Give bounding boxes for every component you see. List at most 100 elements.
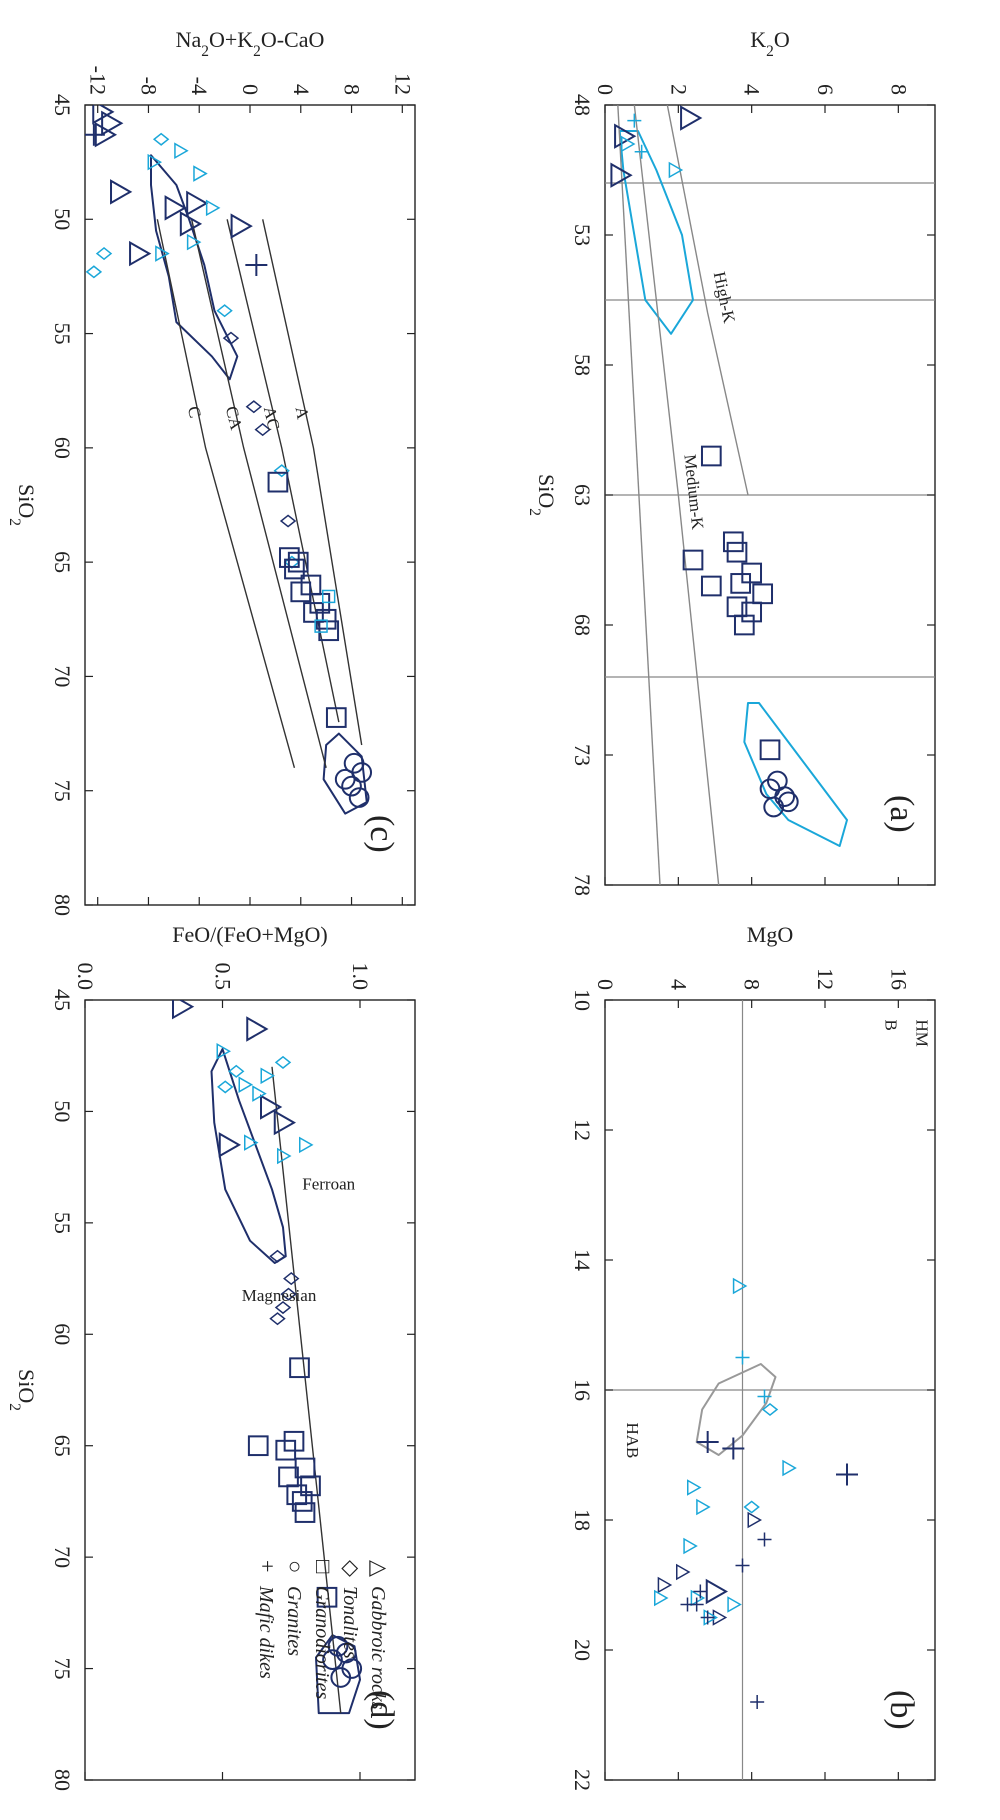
data-point: [750, 1695, 765, 1709]
data-point: [273, 464, 290, 478]
data-point: [325, 707, 347, 728]
data-point: [193, 165, 208, 182]
y-axis-label: MgO: [747, 922, 793, 947]
data-point: [246, 1016, 269, 1042]
legend-symbol: □: [311, 1560, 336, 1573]
data-point: [299, 1136, 314, 1154]
x-tick-label: 63: [570, 484, 595, 506]
data-point: [216, 304, 233, 318]
data-point: [732, 1277, 748, 1295]
x-tick-label: 20: [570, 1639, 595, 1661]
y-tick-label: 8: [340, 84, 365, 95]
data-point: [275, 1439, 297, 1461]
data-point: [152, 132, 170, 146]
x-tick-label: 55: [50, 323, 75, 345]
legend-label: Mafic dikes: [255, 1585, 277, 1679]
data-point: [743, 1500, 760, 1514]
data-point: [274, 1055, 292, 1069]
boundary-line: [666, 105, 749, 496]
data-point: [610, 162, 633, 188]
legend-label: Granites: [283, 1586, 305, 1656]
x-tick-label: 60: [50, 437, 75, 459]
data-point: [735, 1350, 750, 1365]
data-point: [733, 614, 755, 636]
data-point: [155, 245, 170, 262]
x-tick-label: 45: [50, 94, 75, 116]
data-point: [700, 1610, 715, 1625]
data-point: [314, 619, 328, 633]
data-point: [687, 1479, 702, 1496]
data-point: [85, 123, 105, 146]
legend-label: Granodiorites: [311, 1586, 333, 1700]
data-point: [690, 1589, 706, 1607]
x-tick-label: 16: [570, 1379, 595, 1401]
data-point: [348, 787, 370, 808]
data-point: [164, 195, 187, 221]
data-point: [279, 514, 297, 528]
data-point: [85, 265, 103, 279]
legend-symbol: +: [255, 1560, 280, 1572]
boundary-line: [633, 105, 720, 885]
panel-label: (d): [363, 1690, 400, 1730]
y-tick-label: 0: [593, 979, 618, 990]
data-point: [747, 1511, 763, 1529]
data-point: [735, 1558, 750, 1573]
compositional-field: [150, 154, 239, 381]
data-point: [274, 1300, 292, 1315]
data-point: [260, 1094, 283, 1120]
data-point: [614, 123, 637, 149]
data-point: [216, 1042, 232, 1060]
data-point: [693, 1584, 708, 1599]
y-tick-label: 1.0: [348, 963, 373, 991]
data-point: [186, 190, 209, 217]
data-point: [172, 1000, 195, 1020]
compositional-field: [743, 702, 848, 847]
y-tick-label: 16: [886, 968, 911, 990]
y-tick-label: 12: [390, 73, 415, 95]
x-tick-label: 75: [50, 1658, 75, 1680]
field-label: HAB: [623, 1423, 642, 1459]
y-tick-label: 0: [238, 84, 263, 95]
legend-label: Gabbroic rocks: [367, 1586, 389, 1710]
data-point: [289, 1357, 310, 1379]
data-point: [269, 1249, 286, 1263]
data-point: [727, 1596, 742, 1613]
field-label: B: [882, 1020, 901, 1031]
x-tick-label: 73: [570, 744, 595, 766]
data-point: [273, 1109, 297, 1136]
y-tick-label: 2: [666, 84, 691, 95]
data-point: [230, 213, 253, 239]
compositional-field: [210, 1048, 287, 1264]
data-point: [179, 211, 203, 237]
y-tick-label: 12: [813, 968, 838, 990]
compositional-field: [322, 732, 368, 815]
data-point: [627, 113, 642, 128]
data-point: [291, 1491, 313, 1512]
x-tick-label: 12: [570, 1119, 595, 1141]
data-point: [101, 110, 124, 137]
x-tick-label: 18: [570, 1509, 595, 1531]
y-tick-label: 0.0: [73, 963, 98, 991]
panel-label: (a): [883, 795, 920, 833]
x-tick-label: 75: [50, 780, 75, 802]
data-point: [147, 153, 163, 171]
y-axis-label: Na2O+K2O-CaO: [176, 27, 325, 60]
y-tick-label: 8: [886, 84, 911, 95]
data-point: [705, 1578, 729, 1605]
compositional-field: [315, 1634, 361, 1715]
y-tick-label: 0.5: [211, 963, 236, 991]
y-tick-label: 8: [740, 979, 765, 990]
y-tick-label: 0: [593, 84, 618, 95]
compositional-field: [618, 130, 694, 335]
data-point: [217, 1080, 234, 1094]
data-point: [757, 1389, 772, 1404]
data-point: [752, 583, 774, 605]
data-point: [836, 1463, 858, 1486]
data-point: [763, 796, 785, 818]
data-point: [700, 575, 722, 597]
data-point: [722, 531, 744, 553]
data-point: [110, 179, 133, 205]
data-point: [668, 161, 684, 179]
